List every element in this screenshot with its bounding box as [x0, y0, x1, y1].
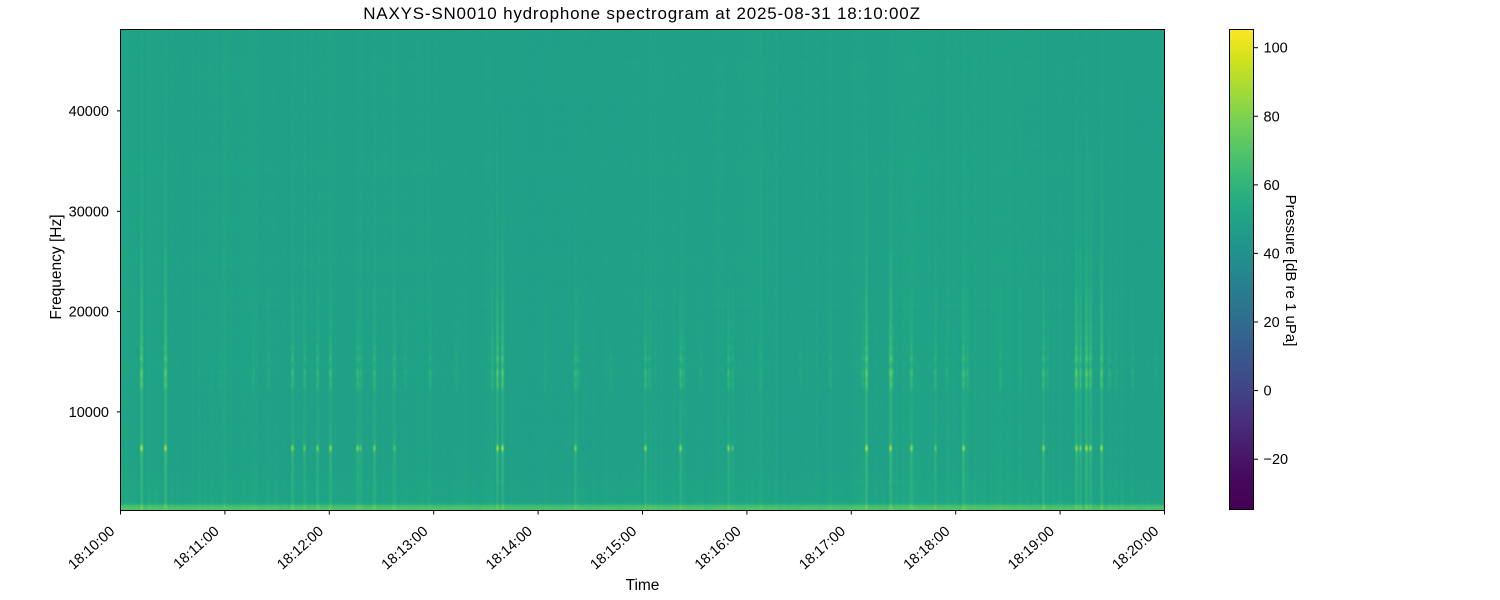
svg-text:40: 40 — [1264, 246, 1280, 262]
svg-text:18:10:00: 18:10:00 — [66, 524, 119, 574]
svg-text:80: 80 — [1264, 109, 1280, 125]
svg-text:100: 100 — [1264, 41, 1288, 57]
svg-text:18:16:00: 18:16:00 — [692, 524, 745, 574]
svg-text:18:18:00: 18:18:00 — [901, 524, 954, 574]
svg-text:30000: 30000 — [69, 204, 109, 220]
svg-text:60: 60 — [1264, 178, 1280, 194]
svg-text:10000: 10000 — [69, 405, 109, 421]
svg-text:18:11:00: 18:11:00 — [171, 524, 223, 573]
svg-text:18:17:00: 18:17:00 — [796, 524, 849, 574]
svg-text:20000: 20000 — [69, 305, 109, 321]
svg-text:40000: 40000 — [69, 104, 109, 120]
svg-text:18:15:00: 18:15:00 — [588, 524, 641, 574]
svg-text:18:12:00: 18:12:00 — [274, 524, 327, 574]
svg-text:18:19:00: 18:19:00 — [1005, 524, 1058, 574]
svg-text:Frequency [Hz]: Frequency [Hz] — [48, 214, 65, 319]
svg-text:18:13:00: 18:13:00 — [379, 524, 432, 574]
svg-text:Time: Time — [626, 577, 660, 594]
svg-text:NAXYS-SN0010 hydrophone spectr: NAXYS-SN0010 hydrophone spectrogram at 2… — [363, 4, 921, 23]
svg-text:Pressure [dB re 1 uPa]: Pressure [dB re 1 uPa] — [1282, 195, 1299, 347]
svg-text:−20: −20 — [1264, 452, 1289, 468]
svg-text:18:14:00: 18:14:00 — [483, 524, 536, 574]
svg-text:20: 20 — [1264, 315, 1280, 331]
svg-text:0: 0 — [1264, 384, 1272, 400]
svg-text:18:20:00: 18:20:00 — [1110, 524, 1163, 574]
